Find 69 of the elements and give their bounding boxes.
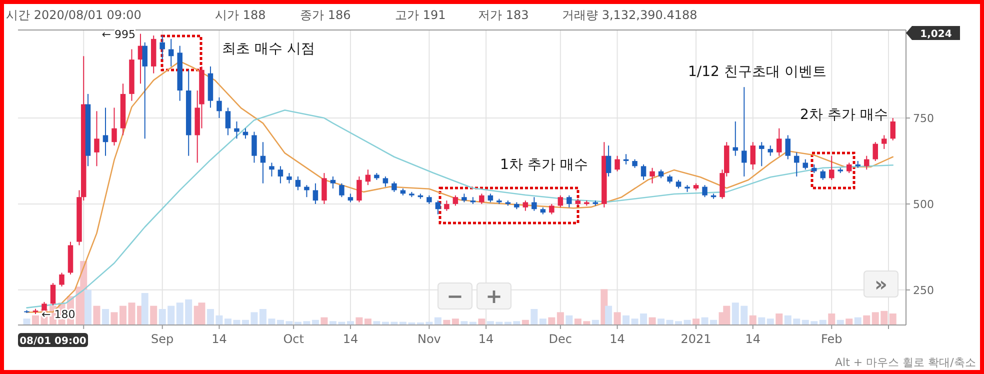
- text: 08/01 09:00: [20, 336, 86, 347]
- x-tick-label: Sep: [151, 332, 174, 346]
- bar: [766, 318, 774, 325]
- bar: [854, 317, 862, 325]
- bar: [373, 321, 380, 325]
- x-tick-label: Nov: [417, 332, 441, 346]
- bar: [320, 317, 328, 325]
- bar: [828, 313, 836, 325]
- x-tick-label: 14: [212, 332, 227, 346]
- text: 1,024: [920, 29, 952, 40]
- annotation: 1/12 친구초대 이벤트: [688, 64, 826, 80]
- bar: [346, 321, 354, 325]
- bar: [556, 312, 564, 325]
- bar: [110, 312, 118, 325]
- annotation: 1차 추가 매수: [500, 157, 588, 173]
- bar: [758, 317, 766, 325]
- y-tick-label: 250: [913, 284, 934, 297]
- text: 종가 186: [300, 8, 351, 22]
- x-tick-label: Feb: [821, 332, 842, 346]
- bar: [452, 318, 459, 325]
- bar: [548, 317, 556, 325]
- bar: [150, 306, 158, 325]
- annotation: 2차 추가 매수: [800, 107, 888, 123]
- bar: [141, 293, 148, 325]
- bar: [530, 309, 538, 325]
- bar: [692, 318, 700, 325]
- bar: [723, 306, 730, 325]
- bar: [648, 317, 656, 325]
- text: 고가 191: [395, 8, 446, 22]
- bar: [749, 315, 756, 325]
- bar: [460, 321, 468, 325]
- bar: [614, 312, 621, 325]
- text: 저가 183: [478, 8, 529, 22]
- annotation: −: [446, 284, 464, 308]
- annotation: +: [486, 284, 502, 308]
- bar: [478, 318, 486, 325]
- bar: [863, 315, 870, 325]
- y-tick-label: 500: [913, 198, 934, 211]
- text: Alt + 마우스 휠로 확대/축소: [835, 356, 976, 369]
- x-tick-label: Oct: [283, 332, 304, 346]
- text: 시간 2020/08/01 09:00: [6, 8, 142, 22]
- bar: [102, 309, 109, 325]
- x-tick-label: 14: [610, 332, 625, 346]
- bar: [776, 313, 783, 325]
- bar: [23, 318, 30, 325]
- bar: [356, 317, 363, 325]
- bar: [434, 317, 442, 325]
- bar: [84, 290, 92, 325]
- x-tick-label: 14: [745, 332, 761, 346]
- annotation: ← 995: [102, 28, 136, 41]
- text: 시가 188: [215, 8, 266, 22]
- bar: [889, 313, 896, 325]
- x-tick-label: 14: [342, 332, 358, 346]
- bar: [93, 306, 100, 325]
- annotation: »: [874, 272, 888, 296]
- bar: [622, 315, 630, 325]
- x-tick-label: 2021: [680, 332, 712, 346]
- text: 거래량 3,132,390.4188: [562, 8, 698, 22]
- bar: [566, 315, 573, 325]
- bar: [364, 318, 372, 325]
- bar: [539, 318, 546, 325]
- bar: [605, 306, 612, 325]
- bar: [658, 318, 665, 325]
- x-tick-label: Dec: [548, 332, 572, 346]
- bar: [846, 318, 853, 325]
- annotation: 최초 매수 시점: [222, 41, 315, 57]
- bar: [198, 302, 206, 325]
- y-tick-label: 750: [913, 112, 934, 126]
- x-tick-label: 14: [478, 332, 494, 346]
